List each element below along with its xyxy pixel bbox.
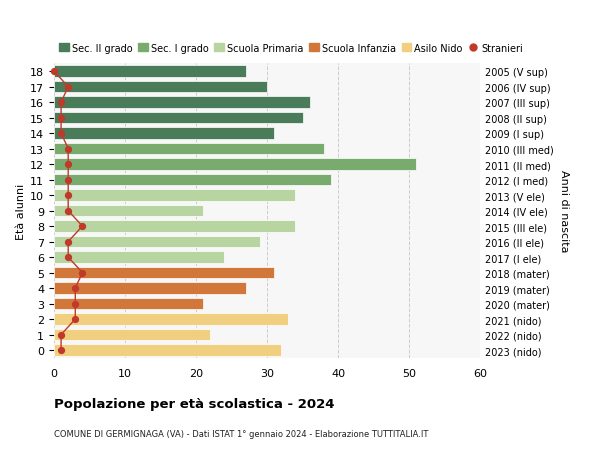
Point bbox=[64, 238, 73, 246]
Point bbox=[71, 300, 80, 308]
Y-axis label: Anni di nascita: Anni di nascita bbox=[559, 170, 569, 252]
Bar bbox=[54, 128, 274, 140]
Point bbox=[56, 347, 66, 354]
Text: COMUNE DI GERMIGNAGA (VA) - Dati ISTAT 1° gennaio 2024 - Elaborazione TUTTITALIA: COMUNE DI GERMIGNAGA (VA) - Dati ISTAT 1… bbox=[54, 429, 428, 438]
Legend: Sec. II grado, Sec. I grado, Scuola Primaria, Scuola Infanzia, Asilo Nido, Stran: Sec. II grado, Sec. I grado, Scuola Prim… bbox=[59, 44, 523, 54]
Bar bbox=[54, 144, 324, 155]
Y-axis label: Età alunni: Età alunni bbox=[16, 183, 26, 239]
Bar bbox=[54, 236, 260, 248]
Point bbox=[64, 254, 73, 261]
Point bbox=[56, 115, 66, 122]
Bar bbox=[54, 345, 281, 356]
Bar bbox=[54, 82, 267, 93]
Bar bbox=[54, 267, 274, 279]
Point bbox=[56, 130, 66, 138]
Bar bbox=[54, 221, 295, 232]
Point bbox=[64, 207, 73, 215]
Text: Popolazione per età scolastica - 2024: Popolazione per età scolastica - 2024 bbox=[54, 397, 335, 410]
Point bbox=[64, 146, 73, 153]
Bar bbox=[54, 252, 224, 263]
Bar bbox=[54, 190, 295, 202]
Bar bbox=[54, 159, 416, 171]
Bar bbox=[54, 329, 210, 341]
Bar bbox=[54, 313, 289, 325]
Point bbox=[64, 192, 73, 199]
Bar bbox=[54, 205, 203, 217]
Point bbox=[56, 331, 66, 338]
Point bbox=[49, 68, 59, 76]
Point bbox=[77, 223, 87, 230]
Bar bbox=[54, 283, 246, 294]
Point bbox=[56, 99, 66, 106]
Point bbox=[71, 316, 80, 323]
Bar bbox=[54, 298, 203, 310]
Bar bbox=[54, 112, 302, 124]
Bar bbox=[54, 66, 246, 78]
Point bbox=[77, 269, 87, 277]
Bar bbox=[54, 174, 331, 186]
Point bbox=[71, 285, 80, 292]
Point bbox=[64, 177, 73, 184]
Bar bbox=[54, 97, 310, 109]
Point bbox=[64, 84, 73, 91]
Point bbox=[64, 161, 73, 168]
